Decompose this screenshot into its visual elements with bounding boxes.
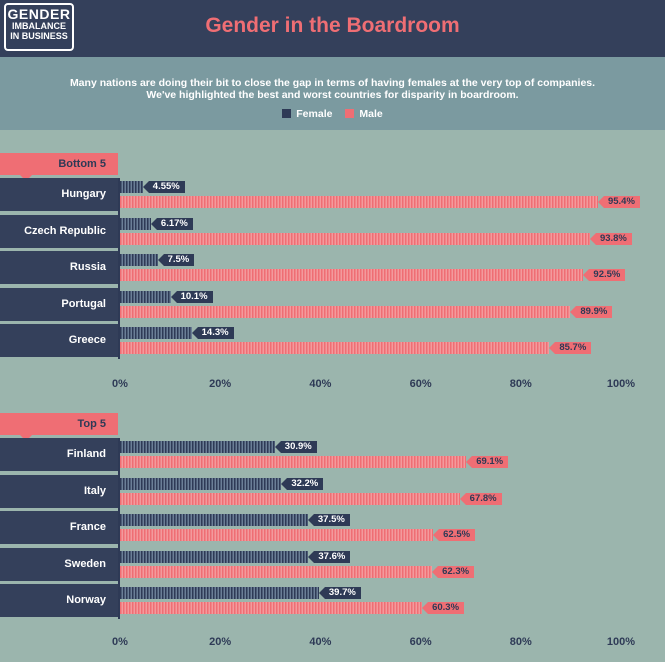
female-bar [120, 514, 308, 526]
logo-line-3: IN BUSINESS [10, 31, 68, 41]
male-value-label: 89.9% [570, 305, 613, 318]
female-value-label: 39.7% [318, 587, 361, 599]
x-tick-label: 0% [112, 378, 128, 390]
female-value-label: 30.9% [274, 441, 317, 453]
legend-item-female: Female [282, 108, 332, 120]
legend: Female Male [0, 108, 665, 120]
x-tick-label: 100% [606, 378, 636, 390]
female-bar [120, 587, 319, 599]
female-bar [120, 254, 158, 266]
x-tick-label: 60% [409, 636, 432, 648]
male-bar [120, 305, 571, 318]
male-bar [120, 269, 584, 281]
x-tick-label: 40% [309, 378, 332, 390]
legend-item-male: Male [345, 108, 383, 120]
page-title: Gender in the Boardroom [205, 14, 460, 37]
female-value-label: 37.5% [307, 514, 350, 526]
male-value-label: 95.4% [597, 196, 640, 208]
female-swatch-icon [282, 109, 292, 118]
legend-label-female: Female [296, 108, 333, 120]
male-bar [120, 602, 423, 614]
logo-line-2: IMBALANCE [12, 21, 66, 31]
male-value-label: 67.8% [459, 492, 502, 505]
female-bar [120, 217, 151, 230]
country-label: Russia [0, 251, 118, 284]
male-bar [120, 492, 460, 505]
section-tag-top-5: Top 5 [0, 413, 118, 441]
axis-line [118, 178, 120, 359]
x-tick-label: 100% [606, 636, 636, 648]
male-value-label: 85.7% [549, 342, 592, 354]
female-bar [120, 327, 192, 339]
male-value-label: 93.8% [589, 232, 632, 245]
male-value-label: 92.5% [583, 269, 626, 281]
x-tick-label: 40% [309, 636, 332, 648]
male-value-label: 69.1% [466, 456, 509, 468]
male-bar [120, 565, 433, 578]
country-label: Italy [0, 474, 118, 508]
female-value-label: 10.1% [170, 290, 213, 303]
x-tick-label: 60% [409, 378, 432, 390]
country-label: Czech Republic [0, 214, 118, 248]
male-bar [120, 196, 598, 208]
intro-panel: Many nations are doing their bit to clos… [0, 57, 665, 130]
male-bar [120, 232, 590, 245]
male-value-label: 62.5% [433, 529, 476, 541]
female-value-label: 4.55% [142, 181, 185, 193]
country-label: Portugal [0, 287, 118, 321]
intro-line-1: Many nations are doing their bit to clos… [69, 77, 596, 89]
x-tick-label: 80% [509, 378, 532, 390]
country-label: Finland [0, 438, 118, 471]
logo: GENDER IMBALANCE IN BUSINESS [4, 3, 74, 51]
legend-label-male: Male [359, 108, 383, 120]
female-bar [120, 290, 171, 303]
female-value-label: 7.5% [157, 254, 195, 266]
x-tick-label: 80% [509, 636, 532, 648]
male-bar [120, 342, 550, 354]
male-bar [120, 529, 434, 541]
x-tick-label: 0% [112, 636, 128, 648]
logo-line-1: GENDER [7, 6, 71, 22]
male-value-label: 62.3% [432, 565, 475, 578]
country-label: Hungary [0, 178, 118, 211]
country-label: Greece [0, 324, 118, 357]
country-label: France [0, 511, 118, 544]
country-label: Norway [0, 584, 118, 617]
female-bar [120, 477, 282, 490]
male-swatch-icon [345, 109, 355, 118]
female-value-label: 14.3% [191, 327, 234, 339]
female-value-label: 32.2% [281, 477, 324, 490]
axis-line [118, 438, 120, 619]
male-bar [120, 456, 467, 468]
x-tick-label: 20% [209, 378, 232, 390]
female-bar [120, 550, 309, 563]
intro-line-2: We've highlighted the best and worst cou… [146, 89, 519, 101]
header-bar: GENDER IMBALANCE IN BUSINESS Gender in t… [0, 0, 665, 57]
female-value-label: 37.6% [308, 550, 351, 563]
female-bar [120, 181, 143, 193]
female-value-label: 6.17% [150, 217, 193, 230]
intro-text: Many nations are doing their bit to clos… [0, 77, 665, 101]
female-bar [120, 441, 275, 453]
section-tag-bottom-5: Bottom 5 [0, 153, 118, 181]
country-label: Sweden [0, 547, 118, 581]
male-value-label: 60.3% [422, 602, 465, 614]
x-tick-label: 20% [209, 636, 232, 648]
